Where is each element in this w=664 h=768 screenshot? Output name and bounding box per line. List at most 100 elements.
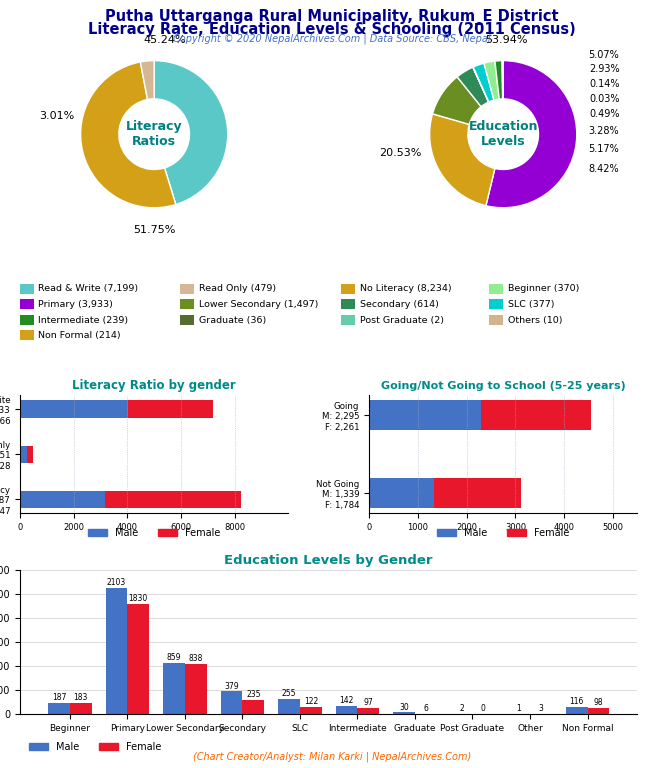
Text: Others (10): Others (10) (508, 316, 562, 325)
Text: 3.28%: 3.28% (589, 125, 620, 135)
Text: Intermediate (239): Intermediate (239) (39, 316, 129, 325)
Text: No Literacy (8,234): No Literacy (8,234) (360, 284, 451, 293)
Bar (106, 491, 241, 508)
Bar (566, 707, 588, 714)
Bar (369, 478, 434, 508)
Text: 1: 1 (517, 704, 521, 713)
Text: 0.49%: 0.49% (589, 108, 620, 118)
Bar (357, 708, 379, 714)
Text: 838: 838 (189, 654, 203, 663)
Bar (341, 315, 355, 325)
Bar (278, 699, 300, 714)
Text: Secondary (614): Secondary (614) (360, 300, 438, 309)
Text: Copyright © 2020 NepalArchives.Com | Data Source: CBS, Nepal: Copyright © 2020 NepalArchives.Com | Dat… (173, 34, 491, 45)
Bar (300, 707, 322, 714)
Legend: Male, Female: Male, Female (84, 524, 224, 541)
Bar (127, 604, 149, 714)
Bar (20, 315, 33, 325)
Bar (48, 703, 70, 714)
Title: Going/Not Going to School (5-25 years): Going/Not Going to School (5-25 years) (381, 382, 625, 392)
Bar (20, 445, 27, 462)
Text: Literacy
Ratios: Literacy Ratios (126, 120, 183, 148)
Wedge shape (495, 61, 503, 99)
Bar (128, 400, 213, 418)
Text: 2103: 2103 (107, 578, 126, 587)
Bar (185, 664, 207, 714)
Text: Education
Levels: Education Levels (468, 120, 538, 148)
Wedge shape (140, 61, 154, 100)
Bar (369, 400, 481, 430)
Text: 8.42%: 8.42% (589, 164, 620, 174)
Text: 45.24%: 45.24% (144, 35, 187, 45)
Bar (20, 283, 33, 294)
Text: 0.14%: 0.14% (589, 79, 620, 89)
Wedge shape (502, 61, 503, 99)
Bar (434, 478, 521, 508)
Text: (Chart Creator/Analyst: Milan Karki | NepalArchives.Com): (Chart Creator/Analyst: Milan Karki | Ne… (193, 751, 471, 762)
Text: SLC (377): SLC (377) (508, 300, 554, 309)
Wedge shape (473, 67, 489, 102)
Text: 187: 187 (52, 693, 66, 702)
Text: 1830: 1830 (129, 594, 148, 603)
Text: Post Graduate (2): Post Graduate (2) (360, 316, 444, 325)
Text: Read & Write (7,199): Read & Write (7,199) (39, 284, 139, 293)
Text: 255: 255 (282, 689, 296, 698)
Text: 97: 97 (363, 699, 373, 707)
Text: Beginner (370): Beginner (370) (508, 284, 579, 293)
Bar (106, 588, 127, 714)
Bar (20, 400, 128, 418)
Text: 51.75%: 51.75% (133, 225, 175, 235)
Text: Literacy Rate, Education Levels & Schooling (2011 Census): Literacy Rate, Education Levels & School… (88, 22, 576, 37)
Wedge shape (457, 67, 489, 107)
Text: 235: 235 (246, 690, 260, 699)
Text: 5.07%: 5.07% (589, 50, 620, 60)
Text: 379: 379 (224, 681, 239, 690)
Text: 53.94%: 53.94% (485, 35, 528, 45)
Text: 3.01%: 3.01% (39, 111, 74, 121)
Text: Primary (3,933): Primary (3,933) (39, 300, 114, 309)
Text: 20.53%: 20.53% (379, 147, 422, 157)
Bar (588, 708, 610, 714)
Wedge shape (80, 62, 176, 208)
Bar (489, 315, 503, 325)
Text: 0.03%: 0.03% (589, 94, 620, 104)
Bar (163, 663, 185, 714)
Text: 2.93%: 2.93% (589, 65, 620, 74)
Bar (70, 703, 92, 714)
Text: Graduate (36): Graduate (36) (199, 316, 266, 325)
Text: 0: 0 (481, 704, 486, 713)
Text: 6: 6 (424, 704, 428, 713)
Wedge shape (432, 77, 481, 124)
Bar (181, 283, 194, 294)
Text: 183: 183 (74, 694, 88, 702)
Bar (341, 300, 355, 310)
Title: Education Levels by Gender: Education Levels by Gender (224, 554, 433, 568)
Wedge shape (430, 114, 495, 206)
Bar (220, 691, 242, 714)
Bar (181, 300, 194, 310)
Text: Putha Uttarganga Rural Municipality, Rukum_E District: Putha Uttarganga Rural Municipality, Ruk… (105, 9, 559, 25)
Bar (489, 300, 503, 310)
Bar (181, 315, 194, 325)
Bar (20, 330, 33, 340)
Wedge shape (154, 61, 228, 204)
Bar (27, 445, 33, 462)
Title: Literacy Ratio by gender: Literacy Ratio by gender (72, 379, 236, 392)
Legend: Male, Female: Male, Female (433, 524, 573, 541)
Bar (335, 706, 357, 714)
Bar (393, 713, 415, 714)
Text: 98: 98 (594, 698, 604, 707)
Text: 2: 2 (459, 704, 464, 713)
Legend: Male, Female: Male, Female (25, 738, 165, 756)
Bar (481, 400, 592, 430)
Text: 30: 30 (399, 703, 409, 711)
Text: 5.17%: 5.17% (589, 144, 620, 154)
Bar (489, 283, 503, 294)
Text: 116: 116 (570, 697, 584, 707)
Text: Lower Secondary (1,497): Lower Secondary (1,497) (199, 300, 318, 309)
Wedge shape (486, 61, 577, 208)
Text: Non Formal (214): Non Formal (214) (39, 331, 121, 339)
Bar (20, 300, 33, 310)
Text: Read Only (479): Read Only (479) (199, 284, 276, 293)
Wedge shape (484, 61, 499, 100)
